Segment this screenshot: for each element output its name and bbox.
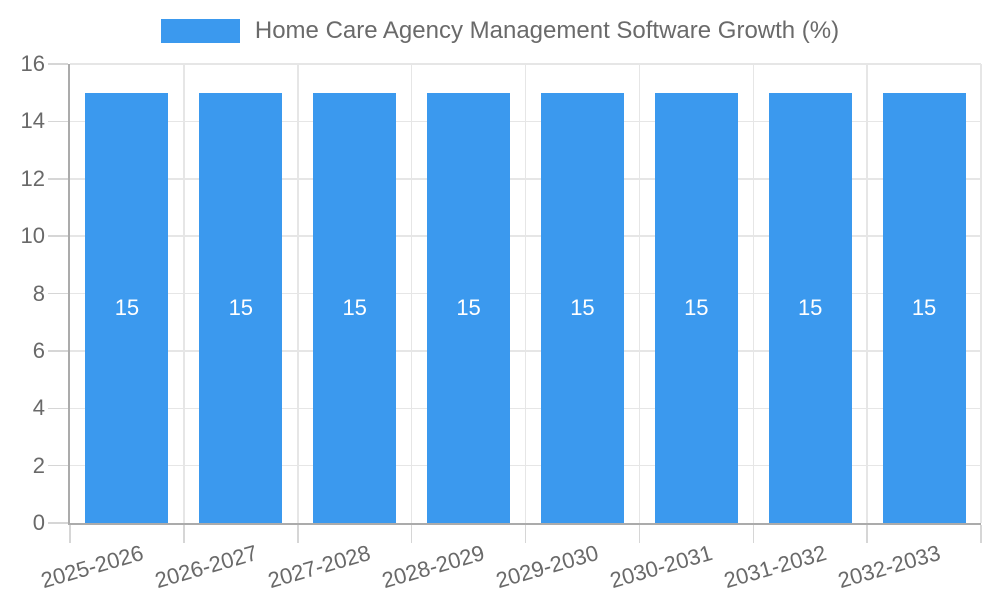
y-axis-tick-label: 8 — [32, 280, 45, 306]
y-tick-mark — [48, 178, 68, 180]
chart-legend[interactable]: Home Care Agency Management Software Gro… — [0, 16, 1000, 46]
y-axis-tick-label: 6 — [32, 337, 45, 363]
v-gridline — [183, 64, 185, 523]
y-tick-mark — [48, 235, 68, 237]
y-tick-mark — [48, 120, 68, 123]
x-axis-tick-label: 2029-2030 — [493, 540, 602, 594]
bar[interactable]: 15 — [199, 92, 283, 523]
bar-value-label: 15 — [114, 294, 140, 320]
bar-value-label: 15 — [228, 294, 254, 320]
y-tick-mark — [48, 407, 68, 409]
x-tick-mark — [866, 525, 868, 543]
bar-value-label: 15 — [911, 294, 937, 320]
y-axis-tick-label: 2 — [32, 452, 45, 478]
bar[interactable]: 15 — [313, 92, 397, 523]
x-tick-mark — [69, 525, 71, 543]
bar[interactable]: 15 — [85, 92, 169, 523]
bar-value-label: 15 — [797, 294, 823, 320]
v-gridline — [410, 64, 413, 523]
v-gridline — [752, 64, 754, 523]
x-tick-mark — [297, 525, 299, 543]
x-axis-tick-label: 2028-2029 — [379, 540, 488, 594]
x-axis-tick-label: 2027-2028 — [265, 540, 374, 594]
y-tick-mark — [48, 464, 68, 467]
bar[interactable]: 15 — [427, 92, 511, 523]
bar[interactable]: 15 — [654, 92, 738, 523]
bar-value-label: 15 — [570, 294, 595, 320]
y-tick-mark — [48, 522, 68, 524]
plot-area: 0 2 4 6 8 10 12 14 16 2025-2026 2026-2027 2027-2028… — [21, 51, 982, 593]
bar-value-label: 15 — [684, 294, 709, 320]
y-axis-tick-label: 14 — [20, 108, 45, 134]
v-gridline — [524, 64, 527, 523]
v-gridline — [638, 64, 641, 523]
y-axis-tick-label: 0 — [32, 510, 45, 535]
y-axis-tick-label: 4 — [32, 395, 45, 421]
bar[interactable]: 15 — [540, 92, 624, 523]
bar[interactable]: 15 — [882, 92, 966, 523]
x-tick-mark — [410, 525, 413, 543]
x-tick-mark — [183, 525, 185, 543]
bar-value-label: 15 — [456, 294, 481, 320]
v-gridline — [980, 64, 982, 523]
y-tick-mark — [48, 292, 68, 295]
v-gridline — [866, 64, 868, 523]
y-tick-mark — [48, 63, 68, 65]
y-axis-tick-label: 12 — [20, 165, 45, 191]
v-gridline — [297, 64, 299, 523]
x-axis-tick-label: 2031-2032 — [721, 540, 830, 594]
y-axis-tick-label: 10 — [20, 223, 45, 249]
x-tick-mark — [524, 525, 527, 543]
x-axis-tick-label: 2025-2026 — [37, 540, 146, 594]
x-tick-mark — [980, 525, 982, 543]
x-axis-tick-label: 2030-2031 — [607, 540, 716, 594]
bar-value-label: 15 — [342, 294, 367, 320]
legend-label: Home Care Agency Management Software Gro… — [254, 17, 840, 44]
y-axis-tick-label: 16 — [20, 51, 45, 76]
x-tick-mark — [638, 525, 641, 543]
y-tick-mark — [48, 350, 68, 352]
bar[interactable]: 15 — [768, 92, 852, 523]
legend-swatch — [160, 19, 240, 43]
x-axis-tick-label: 2032-2033 — [834, 540, 943, 594]
x-axis-tick-label: 2026-2027 — [151, 540, 260, 594]
x-tick-mark — [752, 525, 754, 543]
